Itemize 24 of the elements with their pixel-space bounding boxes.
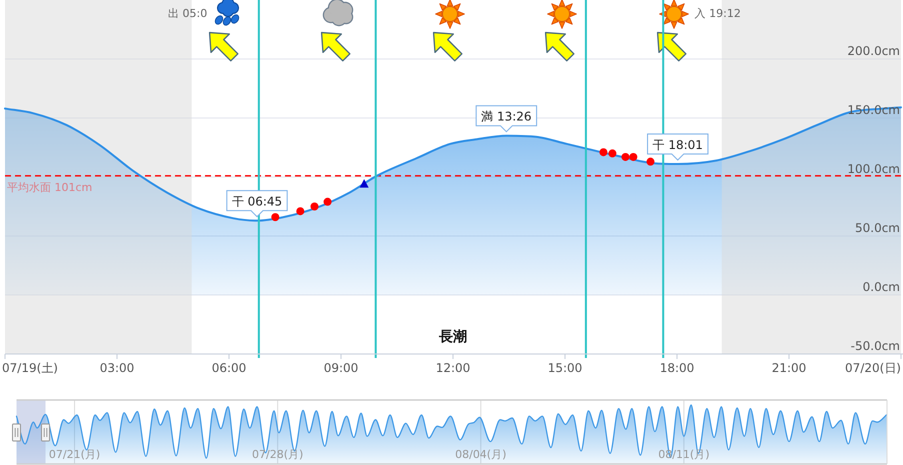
band-label: 出 05:0 [168, 7, 208, 20]
x-tick-label: 03:00 [100, 361, 134, 375]
annotation: 満 13:26 [481, 110, 532, 124]
x-tick-label: 08/04(月) [455, 448, 506, 461]
x-tick-label: 07/21(月) [48, 448, 100, 461]
y-tick-label: 100.0cm [847, 162, 900, 176]
annotation: 長潮 [438, 329, 467, 345]
x-tick-label: 18:00 [660, 361, 694, 375]
y-tick-label: 0.0cm [862, 280, 900, 294]
x-tick-label: 15:00 [548, 361, 582, 375]
x-tick-label: 21:00 [772, 361, 806, 375]
annotation: 干 18:01 [652, 138, 703, 152]
y-tick-label: 200.0cm [847, 44, 900, 58]
band-label: 入 19:12 [694, 7, 741, 20]
x-tick-label: 09:00 [324, 361, 358, 375]
x-tick-label: 07/20(日) [845, 361, 901, 375]
y-tick-label: 50.0cm [854, 221, 900, 235]
x-tick-label: 07/28(月) [252, 448, 304, 461]
y-tick-label: -50.0cm [850, 339, 900, 353]
x-tick-label: 06:00 [212, 361, 246, 375]
ref-line-label: 平均水面 101cm [7, 180, 92, 194]
x-tick-label: 12:00 [436, 361, 470, 375]
x-tick-label: 07/19(土) [2, 361, 58, 375]
annotation: 干 06:45 [232, 194, 282, 209]
